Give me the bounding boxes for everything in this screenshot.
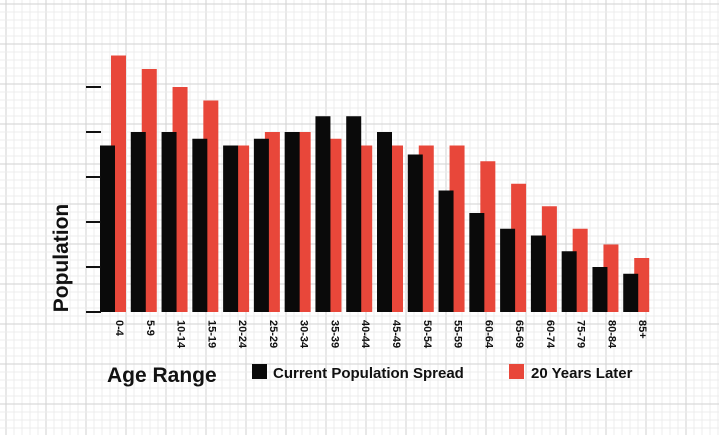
bar-current-population [469, 213, 485, 312]
x-tick-label: 85+ [636, 320, 648, 339]
x-tick-label: 0-4 [113, 320, 125, 337]
x-tick-labels: 0-4 5-9 10-14 15-19 20-24 25-29 30-34 35-39 40-4… [113, 320, 648, 349]
bar-current-population [346, 116, 362, 312]
bar-current-population [623, 273, 639, 312]
bar-current-population [592, 267, 608, 312]
bar-current-population [315, 116, 331, 312]
x-tick-label: 15-19 [205, 320, 217, 348]
x-tick-label: 60-64 [482, 320, 494, 349]
bar-current-population [223, 145, 239, 312]
y-axis [86, 86, 101, 313]
x-tick-label: 5-9 [144, 320, 156, 336]
x-tick-label: 20-24 [236, 320, 248, 349]
bar-current-population [253, 138, 269, 312]
x-tick-label: 30-34 [298, 320, 310, 349]
y-axis-title: Population [50, 204, 73, 313]
x-tick-label: 50-54 [421, 320, 433, 349]
x-tick-label: 40-44 [359, 320, 371, 349]
bar-current-population [161, 132, 177, 312]
x-tick-label: 45-49 [390, 320, 402, 348]
bar-current-population [377, 132, 392, 312]
x-tick-label: 10-14 [175, 320, 187, 349]
bar-current-population [284, 132, 300, 312]
bar-current-population [100, 145, 115, 312]
x-tick-label: 60-74 [544, 320, 556, 349]
x-tick-label: 55-59 [452, 320, 464, 348]
x-axis-title: Age Range [107, 364, 217, 387]
legend-label-current: Current Population Spread [273, 365, 464, 382]
x-tick-label: 35-39 [328, 320, 340, 348]
legend: Current Population Spread 20 Years Later [252, 364, 633, 382]
x-tick-label: 80-84 [605, 320, 617, 349]
bar-current-population [192, 138, 208, 312]
bar-current-population [130, 132, 146, 312]
x-tick-label: 75-79 [575, 320, 587, 348]
bar-current-population [407, 154, 423, 312]
legend-swatch-current [252, 364, 267, 379]
bar-current-population [561, 251, 577, 312]
x-tick-label: 25-29 [267, 320, 279, 348]
bar-current-population [530, 235, 546, 312]
bars [100, 55, 650, 312]
legend-swatch-20-years [509, 364, 524, 379]
bar-current-population [500, 228, 516, 312]
legend-label-20-years: 20 Years Later [531, 365, 633, 382]
x-tick-label: 65-69 [513, 320, 525, 348]
bar-current-population [438, 190, 454, 312]
